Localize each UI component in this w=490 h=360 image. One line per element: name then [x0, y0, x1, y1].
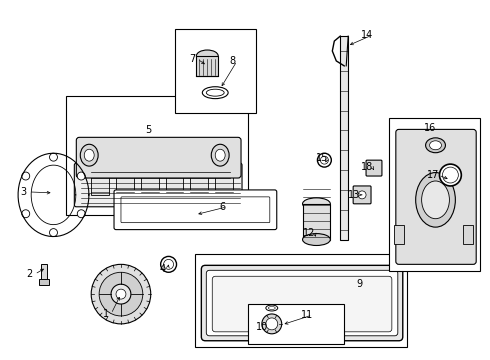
FancyBboxPatch shape	[212, 276, 392, 332]
Bar	[166, 167, 183, 195]
Ellipse shape	[206, 89, 224, 96]
FancyBboxPatch shape	[396, 129, 476, 264]
Circle shape	[111, 284, 131, 304]
Ellipse shape	[266, 305, 278, 311]
Ellipse shape	[302, 234, 330, 246]
Ellipse shape	[164, 260, 173, 269]
Text: 17: 17	[427, 170, 440, 180]
Bar	[340, 36, 348, 239]
Circle shape	[262, 314, 282, 334]
Bar	[389, 118, 480, 271]
Text: 9: 9	[356, 279, 362, 289]
Ellipse shape	[196, 50, 218, 62]
Circle shape	[91, 264, 151, 324]
Text: 2: 2	[26, 269, 33, 279]
Ellipse shape	[442, 167, 458, 183]
Circle shape	[266, 318, 278, 330]
Ellipse shape	[84, 149, 94, 161]
Bar	[66, 96, 248, 215]
Bar	[196, 56, 218, 76]
Ellipse shape	[269, 306, 275, 310]
Bar	[41, 264, 47, 282]
Circle shape	[22, 172, 30, 180]
Ellipse shape	[430, 141, 441, 150]
Text: 5: 5	[146, 125, 152, 135]
Text: 6: 6	[219, 202, 225, 212]
Circle shape	[49, 153, 57, 161]
FancyBboxPatch shape	[206, 270, 398, 336]
Ellipse shape	[440, 164, 461, 186]
Text: 18: 18	[361, 162, 373, 172]
Text: 10: 10	[256, 322, 268, 332]
Circle shape	[77, 172, 85, 180]
Text: 3: 3	[21, 187, 27, 197]
Ellipse shape	[202, 87, 228, 99]
Text: 7: 7	[189, 54, 196, 64]
Bar	[196, 255, 407, 347]
Bar	[191, 167, 208, 195]
Ellipse shape	[161, 256, 176, 272]
FancyBboxPatch shape	[74, 163, 242, 207]
Bar	[174, 29, 256, 113]
Text: 13: 13	[348, 190, 360, 200]
Text: 15: 15	[316, 153, 329, 163]
Ellipse shape	[318, 153, 331, 167]
Bar	[141, 167, 159, 195]
FancyBboxPatch shape	[114, 190, 277, 230]
FancyBboxPatch shape	[76, 137, 241, 178]
Text: 8: 8	[229, 56, 235, 66]
Text: 14: 14	[361, 30, 373, 40]
Circle shape	[77, 210, 85, 218]
Ellipse shape	[358, 191, 366, 199]
Ellipse shape	[421, 181, 449, 219]
Text: 1: 1	[103, 309, 109, 319]
Text: 11: 11	[301, 310, 314, 320]
Bar	[394, 225, 404, 244]
Circle shape	[99, 272, 143, 316]
Bar	[248, 304, 344, 344]
Circle shape	[22, 210, 30, 218]
FancyBboxPatch shape	[121, 197, 270, 223]
Circle shape	[116, 289, 126, 299]
Ellipse shape	[320, 156, 328, 164]
Ellipse shape	[80, 144, 98, 166]
FancyBboxPatch shape	[353, 186, 371, 204]
FancyBboxPatch shape	[201, 265, 403, 341]
Text: 16: 16	[424, 123, 437, 134]
Text: 4: 4	[160, 264, 166, 274]
Circle shape	[49, 229, 57, 237]
FancyBboxPatch shape	[39, 279, 49, 285]
Ellipse shape	[416, 172, 455, 227]
Ellipse shape	[215, 149, 225, 161]
Bar	[91, 167, 109, 195]
Ellipse shape	[426, 138, 445, 153]
Bar	[464, 225, 473, 244]
Ellipse shape	[302, 198, 330, 210]
FancyBboxPatch shape	[366, 160, 382, 176]
Ellipse shape	[211, 144, 229, 166]
Bar	[215, 167, 233, 195]
Bar	[116, 167, 134, 195]
Text: 12: 12	[303, 228, 316, 238]
Bar	[302, 204, 330, 239]
